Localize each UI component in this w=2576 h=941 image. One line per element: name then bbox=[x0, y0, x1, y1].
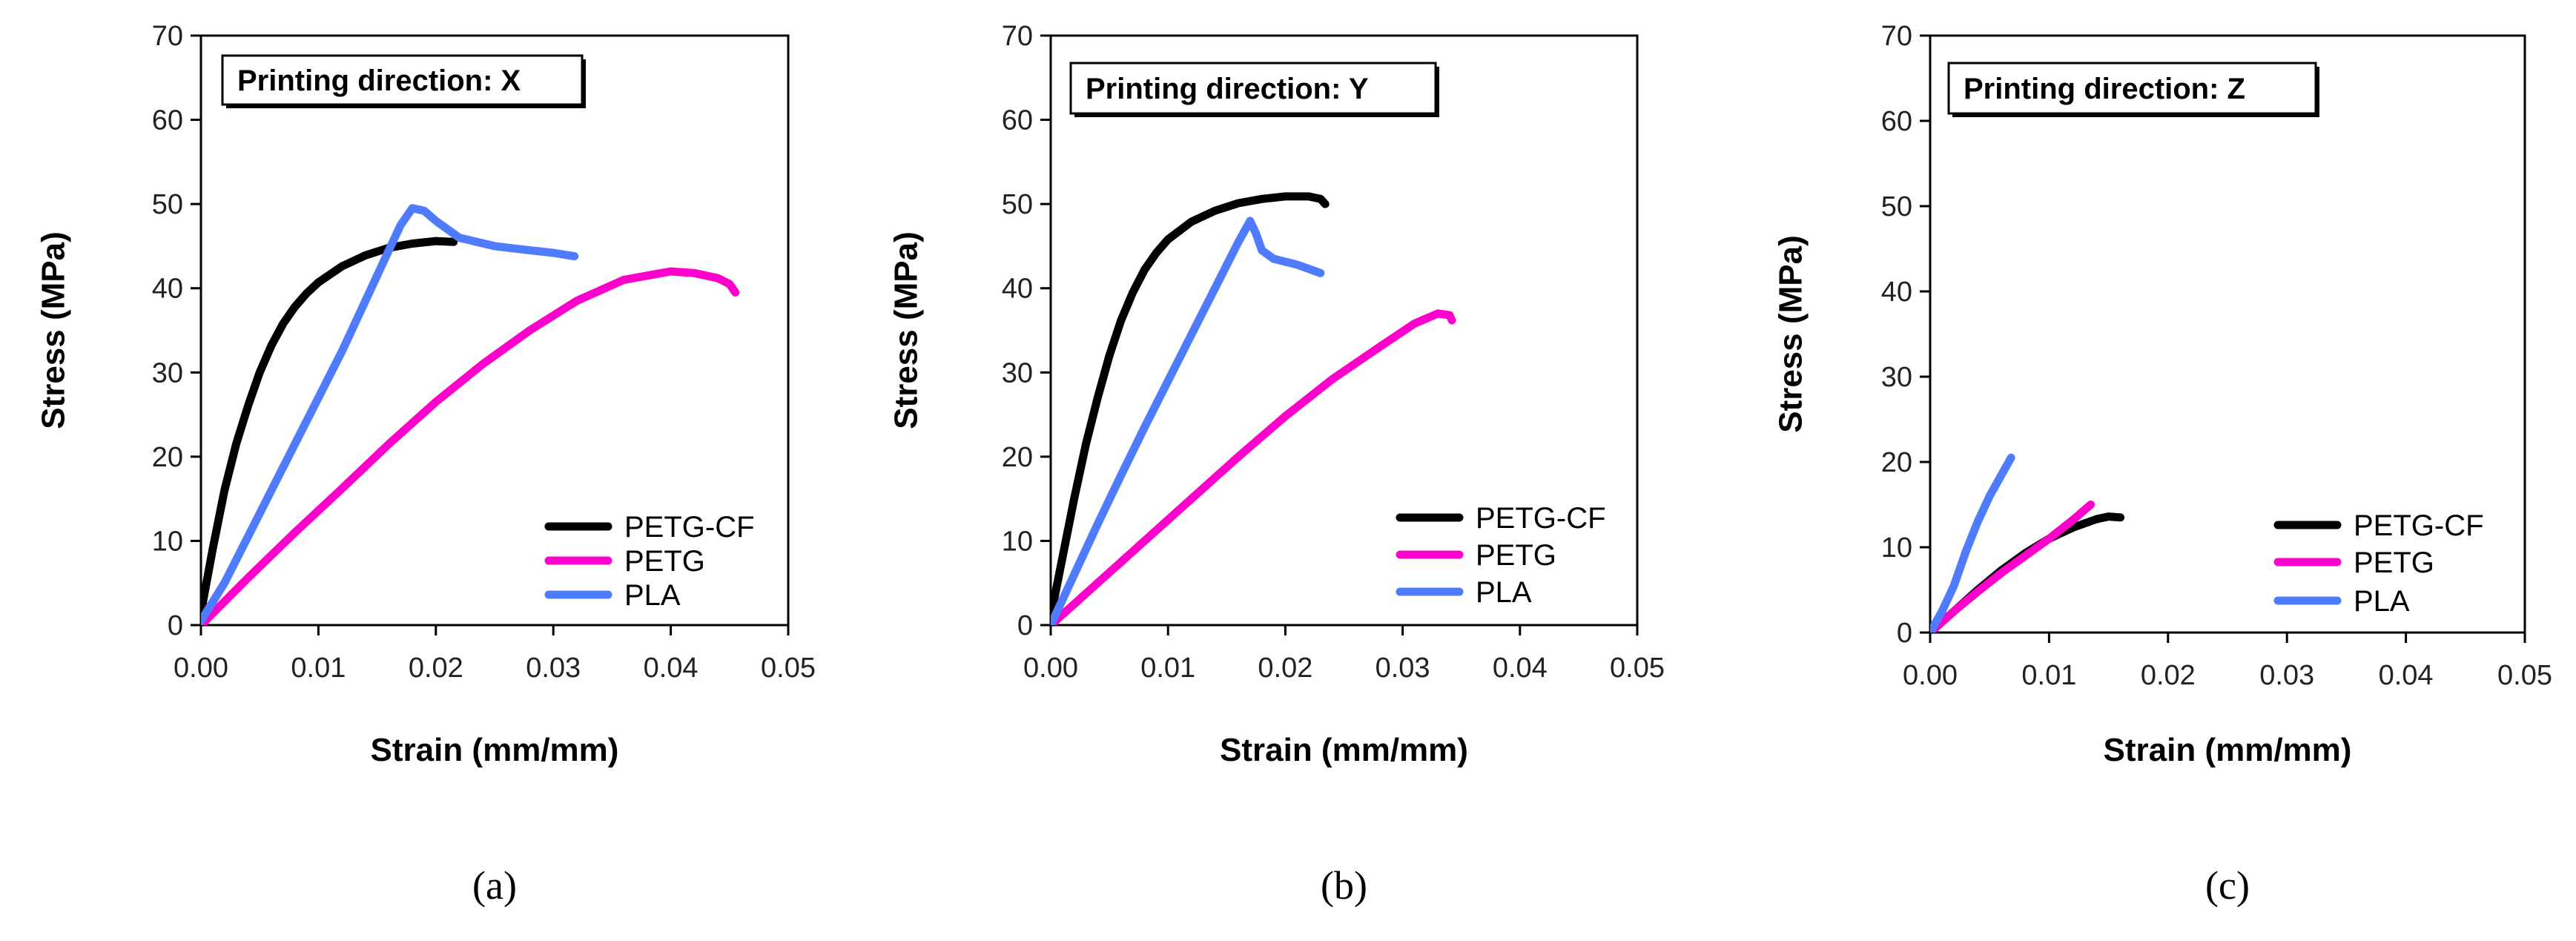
y-tick-label: 0 bbox=[1017, 610, 1033, 641]
plot-frame bbox=[1929, 34, 2526, 634]
x-tick-label: 0.00 bbox=[1903, 660, 1958, 691]
x-tick-label: 0.01 bbox=[1140, 653, 1195, 684]
y-tick-label: 50 bbox=[1881, 191, 1912, 222]
x-tick-label: 0.02 bbox=[409, 653, 463, 684]
x-tick-label: 0.05 bbox=[761, 653, 816, 684]
y-tick-label: 50 bbox=[152, 189, 183, 220]
x-tick-label: 0.01 bbox=[2021, 660, 2076, 691]
y-tick-label: 40 bbox=[152, 274, 183, 305]
legend-label: PETG bbox=[624, 545, 705, 578]
y-axis-title: Stress (MPa) bbox=[888, 231, 925, 429]
y-tick-label: 40 bbox=[1002, 274, 1033, 305]
y-tick-label: 20 bbox=[1002, 442, 1033, 473]
x-tick-label: 0.01 bbox=[291, 653, 346, 684]
y-tick-label: 60 bbox=[1002, 105, 1033, 136]
legend-label: PETG bbox=[2354, 547, 2434, 579]
x-tick-label: 0.04 bbox=[2379, 660, 2434, 691]
y-tick-label: 60 bbox=[152, 105, 183, 136]
legend-label: PLA bbox=[2354, 585, 2410, 618]
y-tick-label: 20 bbox=[152, 442, 183, 473]
chart-title: Printing direction: Y bbox=[1086, 73, 1369, 105]
legend-label: PETG-CF bbox=[1476, 502, 1606, 535]
y-tick-label: 30 bbox=[152, 357, 183, 389]
x-tick-label: 0.05 bbox=[2497, 660, 2552, 691]
y-tick-label: 30 bbox=[1881, 362, 1912, 393]
chart-title: Printing direction: X bbox=[237, 65, 521, 97]
legend-label: PETG-CF bbox=[2354, 509, 2484, 542]
x-axis-title: Strain (mm/mm) bbox=[371, 732, 619, 768]
x-tick-label: 0.04 bbox=[644, 653, 699, 684]
chart-title: Printing direction: Z bbox=[1964, 73, 2245, 105]
y-tick-label: 70 bbox=[1881, 21, 1912, 52]
x-tick-label: 0.03 bbox=[526, 653, 581, 684]
series-line-petg bbox=[201, 267, 740, 625]
x-axis-title: Strain (mm/mm) bbox=[1220, 732, 1468, 768]
x-tick-label: 0.03 bbox=[2259, 660, 2314, 691]
panel-caption: (c) bbox=[2205, 863, 2250, 908]
x-tick-label: 0.02 bbox=[1258, 653, 1312, 684]
title-box bbox=[1069, 62, 1437, 115]
x-axis-title: Strain (mm/mm) bbox=[2104, 732, 2352, 768]
y-tick-label: 30 bbox=[1002, 357, 1033, 389]
legend-label: PLA bbox=[624, 579, 681, 612]
y-tick-label: 0 bbox=[1897, 618, 1912, 649]
x-tick-label: 0.00 bbox=[174, 653, 228, 684]
y-tick-label: 70 bbox=[152, 21, 183, 52]
panel-caption: (b) bbox=[1321, 863, 1367, 908]
y-tick-label: 10 bbox=[152, 526, 183, 557]
x-tick-label: 0.00 bbox=[1023, 653, 1078, 684]
panel-caption: (a) bbox=[472, 863, 517, 908]
legend-label: PETG bbox=[1476, 539, 1556, 572]
y-tick-label: 60 bbox=[1881, 106, 1912, 137]
y-tick-label: 0 bbox=[168, 610, 183, 641]
series-line-pla bbox=[1051, 217, 1325, 625]
legend-label: PLA bbox=[1476, 576, 1532, 609]
y-tick-label: 70 bbox=[1002, 21, 1033, 52]
y-axis-title: Stress (MPa) bbox=[1773, 235, 1809, 433]
series-line-pla bbox=[201, 204, 579, 625]
x-tick-label: 0.04 bbox=[1493, 653, 1548, 684]
plot-frame bbox=[1049, 34, 1639, 627]
y-tick-label: 10 bbox=[1002, 526, 1033, 557]
legend-label: PETG-CF bbox=[624, 511, 755, 544]
series-line-petg-cf bbox=[201, 237, 458, 617]
x-tick-label: 0.05 bbox=[1610, 653, 1665, 684]
x-tick-label: 0.02 bbox=[2141, 660, 2196, 691]
series-line-petg bbox=[1930, 501, 2095, 633]
series-line-petg-cf bbox=[1051, 192, 1330, 621]
y-tick-label: 50 bbox=[1002, 189, 1033, 220]
series-line-pla bbox=[1930, 453, 2015, 633]
chart-panel-2: 0.00 0.01 0.02 0.03 0.04 0.05 0 10 20 30 40 50 60 70 S… bbox=[888, 21, 1665, 908]
chart-panel-1: 0.00 0.01 0.02 0.03 0.04 0.05 0 10 20 30 40 50 60 70 S… bbox=[36, 21, 816, 908]
y-tick-label: 20 bbox=[1881, 447, 1912, 478]
plot-frame bbox=[199, 34, 790, 627]
y-tick-label: 10 bbox=[1881, 532, 1912, 564]
series-line-petg bbox=[1051, 309, 1456, 625]
title-box bbox=[1947, 62, 2317, 115]
title-box bbox=[221, 54, 584, 106]
x-tick-label: 0.03 bbox=[1375, 653, 1430, 684]
y-axis-title: Stress (MPa) bbox=[36, 231, 72, 429]
chart-panel-3: 0.00 0.01 0.02 0.03 0.04 0.05 0 10 20 30 40 50 60 70 S… bbox=[1773, 21, 2552, 908]
y-tick-label: 40 bbox=[1881, 277, 1912, 308]
